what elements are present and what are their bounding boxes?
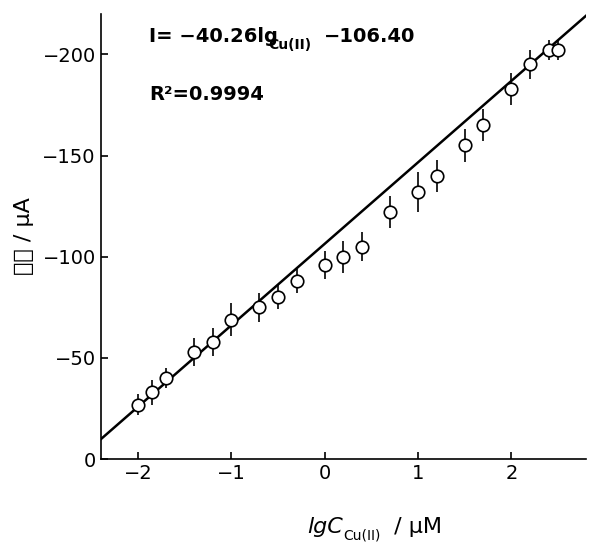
Text: I= −40.26lg: I= −40.26lg — [149, 27, 278, 46]
Text: Cu(II): Cu(II) — [268, 39, 311, 53]
Text: / μM: / μM — [387, 517, 442, 537]
Text: lgC: lgC — [308, 517, 343, 537]
Y-axis label: 电流 / μA: 电流 / μA — [14, 198, 34, 276]
Text: −106.40: −106.40 — [324, 27, 415, 46]
Text: R²=0.9994: R²=0.9994 — [149, 85, 264, 104]
Text: Cu(II): Cu(II) — [343, 528, 381, 542]
